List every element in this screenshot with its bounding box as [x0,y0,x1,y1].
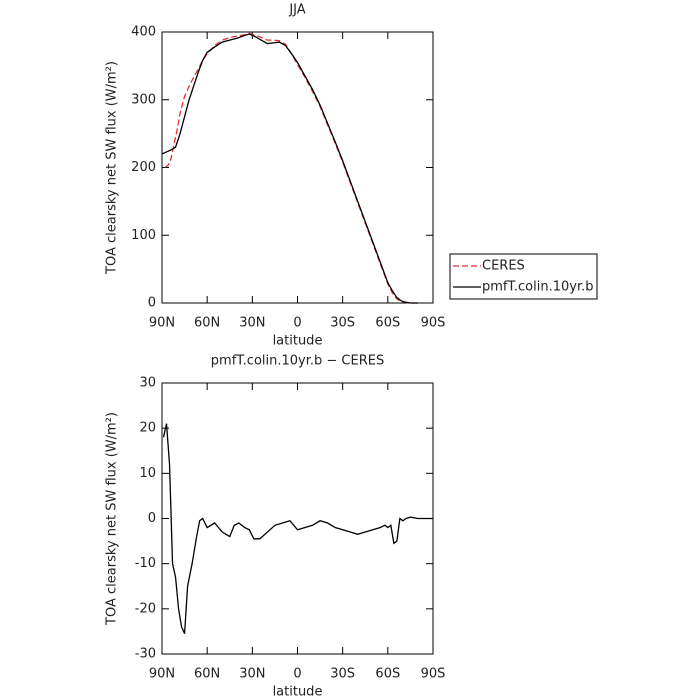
y-tick-label: 400 [131,25,156,40]
x-tick-label: 0 [293,667,301,682]
y-tick-label: 10 [139,466,156,481]
series-line [161,33,418,304]
plot-frame [161,31,434,304]
x-tick-label: 90S [421,667,446,682]
legend-box [449,253,598,300]
y-axis-label: TOA clearsky net SW flux (W/m²) [105,61,120,275]
legend-label: CERES [482,259,525,274]
x-tick-label: 0 [293,316,301,331]
y-axis-label: TOA clearsky net SW flux (W/m²) [105,412,120,626]
x-tick-label: 30S [330,667,355,682]
x-tick-label: 60N [194,316,220,331]
y-tick-label: 0 [148,296,156,311]
y-tick-label: 200 [131,160,156,175]
chart-title: JJA [288,3,305,18]
x-tick-label: 60S [375,316,400,331]
x-tick-label: 30N [239,316,265,331]
x-axis-label: latitude [273,685,323,700]
series-line [162,423,433,634]
legend-label: pmfT.colin.10yr.b [482,280,594,295]
y-tick-label: 100 [131,228,156,243]
y-tick-label: 0 [148,511,156,526]
y-tick-label: -20 [135,601,156,616]
y-tick-label: -30 [135,647,156,662]
x-tick-label: 30S [330,316,355,331]
x-axis-label: latitude [273,334,323,349]
y-tick-label: -10 [135,556,156,571]
y-tick-label: 300 [131,92,156,107]
y-tick-label: 20 [139,421,156,436]
x-tick-label: 90N [149,667,175,682]
x-tick-label: 60N [194,667,220,682]
x-tick-label: 90N [149,316,175,331]
y-tick-label: 30 [139,376,156,391]
x-tick-label: 30N [239,667,265,682]
x-tick-label: 90S [421,316,446,331]
chart-title: pmfT.colin.10yr.b − CERES [211,354,384,369]
x-tick-label: 60S [375,667,400,682]
